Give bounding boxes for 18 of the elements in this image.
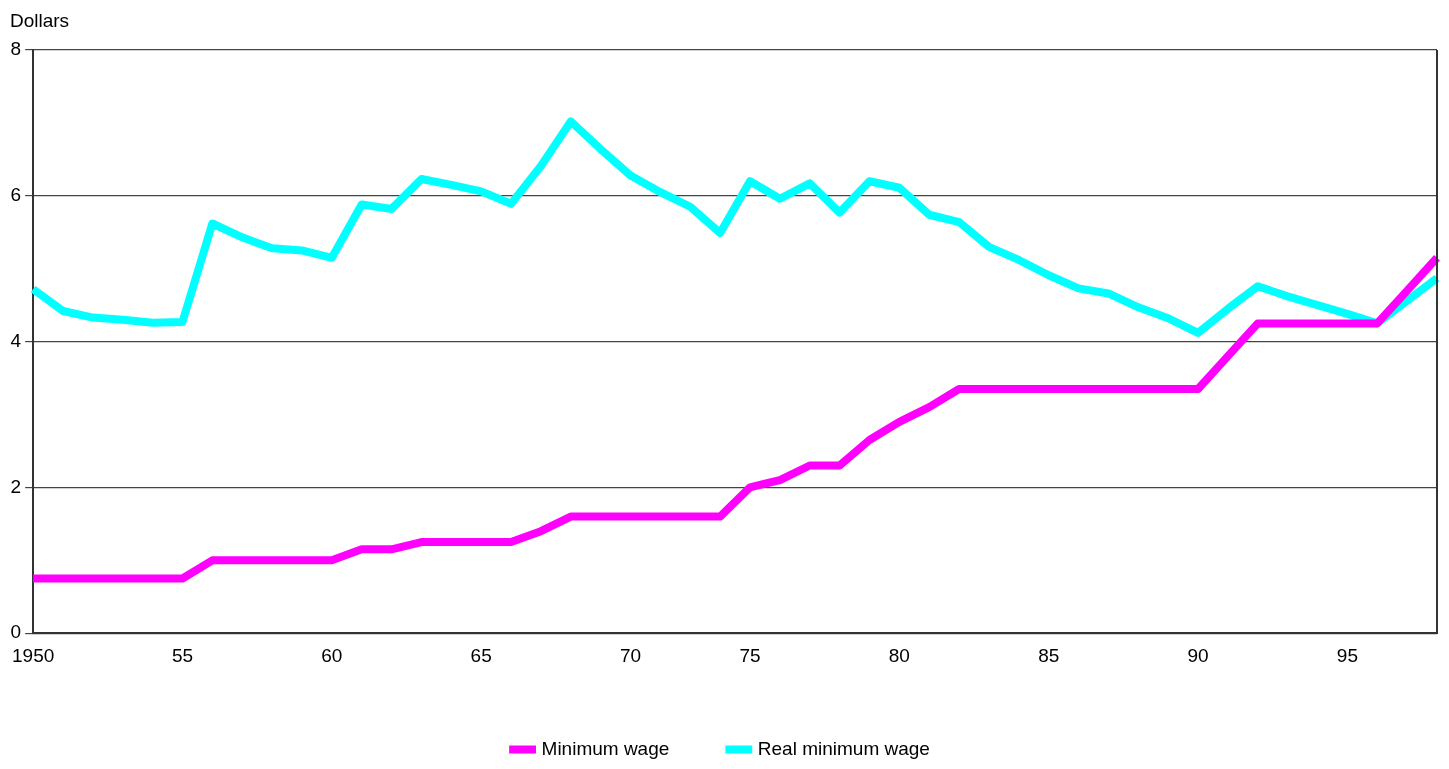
x-tick-label: 95 <box>1336 644 1358 666</box>
y-tick-label: 8 <box>10 38 22 60</box>
x-tick-label: 1950 <box>11 644 55 666</box>
x-tick-label: 80 <box>888 644 910 666</box>
x-tick-label: 55 <box>171 644 194 666</box>
x-tick-label: 65 <box>470 644 492 666</box>
x-tick-label: 85 <box>1038 644 1060 666</box>
x-tick-label: 60 <box>321 644 343 666</box>
legend-label: Real minimum wage <box>757 737 930 759</box>
x-tick-label: 90 <box>1187 644 1209 666</box>
y-axis-title: Dollars <box>10 10 70 32</box>
y-tick-label: 2 <box>10 475 22 497</box>
legend-label: Minimum wage <box>541 737 670 759</box>
y-tick-label: 6 <box>10 184 22 206</box>
y-tick-label: 0 <box>10 621 22 643</box>
y-tick-label: 4 <box>10 329 22 351</box>
x-tick-label: 75 <box>739 644 761 666</box>
x-tick-label: 70 <box>619 644 642 666</box>
